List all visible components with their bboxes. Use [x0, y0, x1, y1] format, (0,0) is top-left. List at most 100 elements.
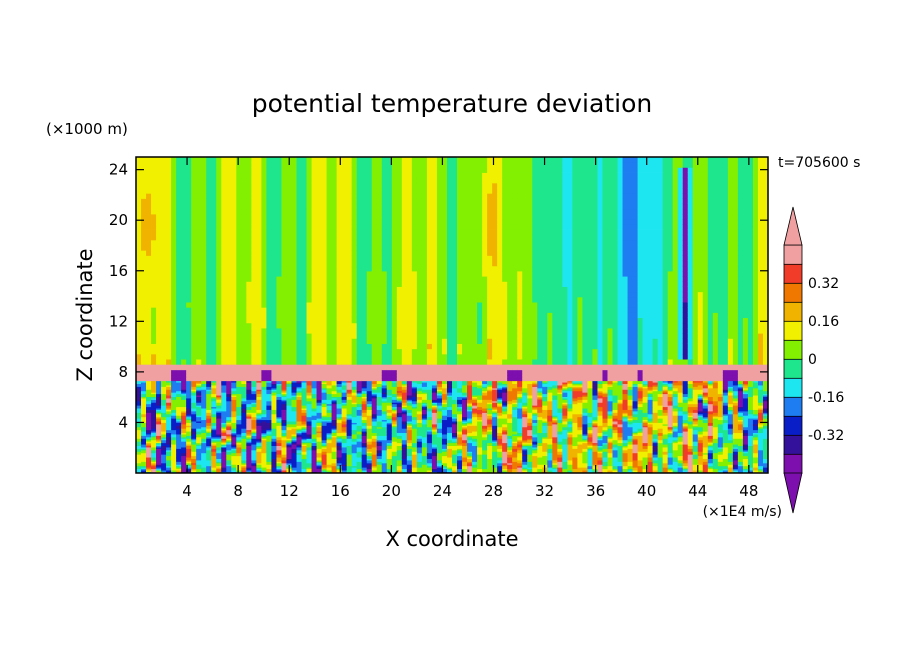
- field-cell: [181, 408, 187, 410]
- field-cell: [136, 198, 142, 205]
- field-cell: [336, 353, 343, 360]
- field-cell: [226, 383, 232, 386]
- field-cell: [176, 343, 182, 350]
- field-cell: [236, 386, 242, 389]
- field-cell: [221, 234, 227, 241]
- field-cell: [361, 415, 368, 418]
- field-cell: [276, 250, 282, 256]
- field-cell: [261, 182, 267, 189]
- field-cell: [261, 338, 267, 344]
- field-cell: [186, 359, 192, 365]
- field-cell: [241, 276, 247, 282]
- field-cell: [136, 468, 142, 471]
- field-cell: [246, 429, 252, 432]
- field-cell: [156, 359, 162, 365]
- field-cell: [251, 412, 257, 415]
- field-cell: [201, 208, 207, 215]
- field-cell: [176, 464, 182, 467]
- field-cell: [361, 418, 368, 421]
- field-cell: [191, 380, 197, 383]
- field-cell: [306, 412, 312, 415]
- field-cell: [246, 157, 252, 163]
- field-cell: [186, 423, 192, 426]
- field-cell: [351, 461, 358, 464]
- field-cell: [311, 162, 317, 168]
- field-cell: [201, 425, 207, 428]
- field-cell: [156, 428, 162, 431]
- field-cell: [186, 348, 192, 355]
- field-cell: [246, 214, 252, 220]
- field-cell: [356, 338, 363, 344]
- field-cell: [236, 380, 242, 383]
- field-cell: [351, 389, 358, 392]
- field-cell: [216, 470, 222, 472]
- field-cell: [346, 255, 353, 262]
- field-cell: [216, 438, 222, 441]
- field-cell: [296, 281, 302, 287]
- field-cell: [191, 322, 197, 329]
- field-cell: [266, 405, 272, 408]
- field-cell: [351, 442, 358, 445]
- field-cell: [251, 328, 257, 334]
- field-cell: [221, 157, 227, 163]
- field-cell: [181, 260, 187, 267]
- field-cell: [176, 317, 182, 324]
- field-cell: [301, 380, 307, 383]
- field-cell: [231, 239, 237, 246]
- field-cell: [311, 460, 317, 462]
- field-cell: [231, 188, 237, 194]
- field-cell: [356, 265, 363, 272]
- field-cell: [221, 348, 227, 355]
- field-cell: [281, 395, 287, 397]
- field-cell: [161, 383, 167, 386]
- field-cell: [291, 276, 297, 282]
- field-cell: [166, 382, 172, 385]
- field-cell: [266, 413, 272, 416]
- field-cell: [331, 302, 338, 308]
- field-cell: [156, 418, 162, 421]
- field-cell: [346, 416, 353, 419]
- field-cell: [246, 364, 252, 368]
- field-cell: [236, 431, 242, 434]
- field-cell: [261, 322, 267, 329]
- field-cell: [181, 398, 187, 400]
- field-cell: [276, 296, 282, 303]
- field-cell: [311, 425, 317, 428]
- field-cell: [201, 386, 207, 389]
- field-cell: [316, 405, 322, 408]
- field-cell: [341, 426, 348, 429]
- field-cell: [281, 250, 287, 256]
- field-cell: [216, 390, 222, 393]
- field-cell: [211, 445, 217, 448]
- field-cell: [281, 435, 287, 438]
- field-cell: [171, 214, 177, 220]
- field-cell: [291, 441, 297, 444]
- field-cell: [361, 442, 368, 445]
- field-cell: [191, 412, 197, 415]
- field-cell: [211, 260, 217, 267]
- field-cell: [291, 426, 297, 429]
- field-cell: [236, 395, 242, 397]
- field-cell: [271, 470, 277, 472]
- field-cell: [211, 406, 217, 409]
- field-cell: [256, 415, 262, 418]
- field-cell: [336, 182, 343, 189]
- field-cell: [286, 312, 292, 319]
- field-cell: [321, 454, 328, 457]
- field-cell: [196, 260, 202, 267]
- field-cell: [136, 434, 142, 436]
- field-cell: [176, 333, 182, 339]
- field-cell: [156, 364, 162, 368]
- field-cell: [266, 271, 272, 277]
- field-cell: [301, 464, 307, 467]
- field-cell: [231, 328, 237, 334]
- field-cell: [241, 406, 247, 409]
- field-cell: [161, 422, 167, 425]
- field-cell: [356, 307, 363, 313]
- field-cell: [221, 402, 227, 405]
- field-cell: [206, 416, 212, 419]
- field-cell: [156, 177, 162, 184]
- field-cell: [241, 271, 247, 277]
- field-cell: [296, 408, 302, 410]
- field-cell: [251, 431, 257, 434]
